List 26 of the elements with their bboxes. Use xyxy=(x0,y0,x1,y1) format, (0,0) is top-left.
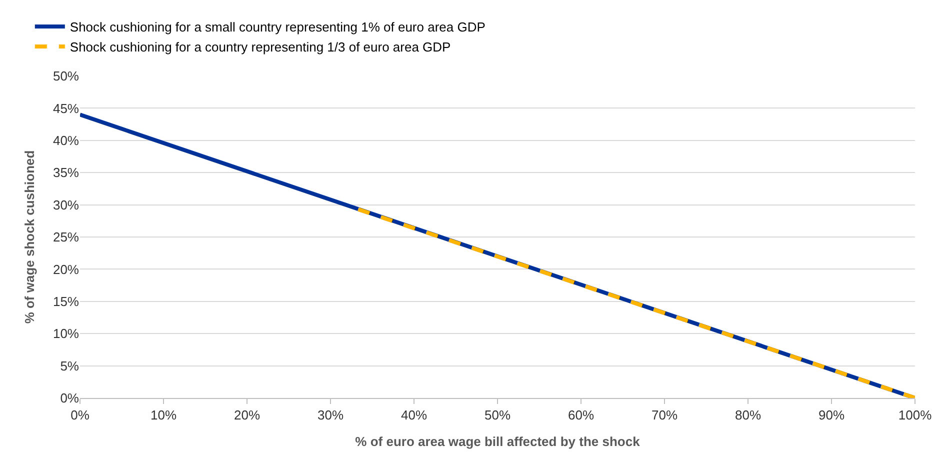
y-tick-label: 10% xyxy=(52,326,80,342)
y-tick-label: 5% xyxy=(60,358,80,374)
y-tick-label: 35% xyxy=(52,165,80,180)
x-tick-label: 80% xyxy=(734,408,762,423)
y-axis-title: % of wage shock cushioned xyxy=(22,150,37,324)
y-tick-label: 40% xyxy=(52,132,80,148)
x-tick-label: 30% xyxy=(317,408,344,423)
x-tick-label: 90% xyxy=(818,408,845,423)
y-tick-label: 20% xyxy=(52,262,80,277)
x-tick-label: 10% xyxy=(150,408,177,423)
legend-label: Shock cushioning for a country representing 1/3 of euro area GDP xyxy=(70,40,451,55)
x-tick-label: 70% xyxy=(651,408,678,423)
x-tick-label: 50% xyxy=(484,408,511,423)
y-tick-label: 45% xyxy=(52,100,80,116)
x-tick-label: 20% xyxy=(234,408,260,423)
x-tick-label: 40% xyxy=(400,408,428,423)
legend-label: Shock cushioning for a small country representing 1% of euro area GDP xyxy=(70,20,486,35)
x-tick-label: 60% xyxy=(568,408,594,423)
y-tick-label: 25% xyxy=(52,230,80,245)
x-axis-title: % of euro area wage bill affected by the shock xyxy=(355,434,641,450)
y-tick-label: 0% xyxy=(60,390,80,406)
x-tick-label: 100% xyxy=(898,408,932,423)
x-tick-label: 0% xyxy=(70,408,90,423)
y-tick-label: 50% xyxy=(52,68,80,84)
y-tick-label: 15% xyxy=(52,294,80,309)
y-tick-label: 30% xyxy=(52,197,80,212)
